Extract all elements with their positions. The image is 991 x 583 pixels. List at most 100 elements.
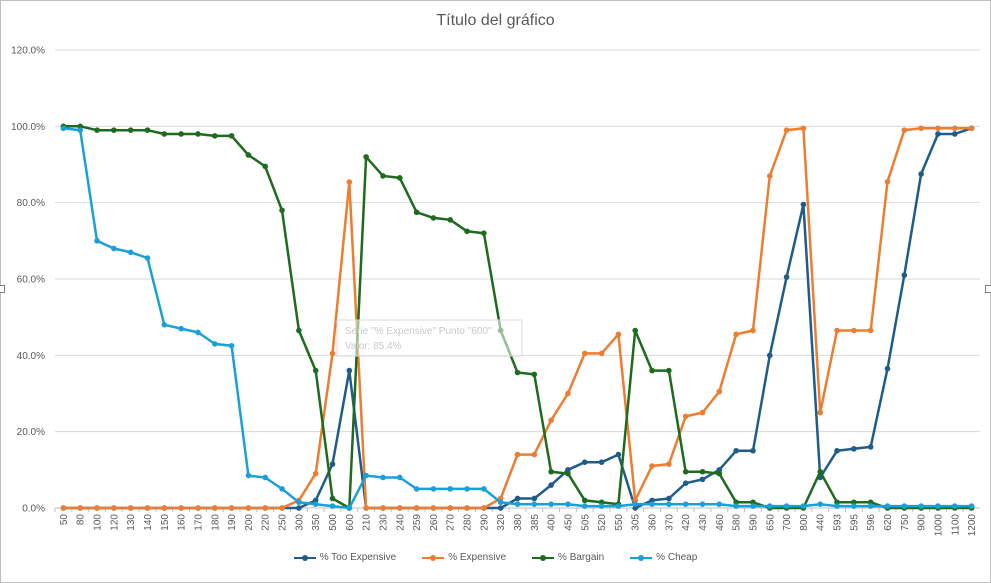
data-point (901, 127, 908, 133)
x-tick-label: 460 (715, 514, 726, 531)
data-point (514, 501, 521, 507)
x-tick-label: 1200 (967, 514, 978, 537)
data-point (867, 327, 874, 334)
data-point (531, 371, 538, 378)
data-point (111, 245, 117, 252)
data-point (178, 325, 184, 332)
data-point (481, 230, 487, 236)
data-point (346, 367, 353, 374)
x-tick-label: 600 (345, 514, 356, 531)
data-point (884, 365, 891, 372)
x-tick-label: 350 (311, 514, 322, 531)
data-point (329, 495, 336, 502)
data-point (279, 207, 285, 214)
data-point (346, 505, 353, 511)
tooltip-box (336, 319, 523, 357)
x-tick-label: 305 (631, 514, 642, 531)
chart-title[interactable]: Título del gráfico (436, 12, 555, 29)
data-point (127, 127, 134, 133)
data-point (649, 501, 655, 507)
data-point (312, 367, 319, 374)
legend-label: % Too Expensive (319, 552, 397, 563)
data-point (211, 505, 218, 511)
data-point (262, 163, 269, 170)
legend-item[interactable]: % Bargain (532, 552, 604, 563)
data-point (245, 472, 252, 479)
data-point (195, 329, 201, 336)
data-point (766, 352, 773, 359)
data-point (548, 468, 554, 475)
x-tick-label: 370 (664, 514, 675, 531)
data-point (565, 501, 571, 507)
legend-label: % Expensive (448, 552, 507, 563)
data-point (632, 501, 639, 507)
x-tick-label: 280 (463, 514, 474, 531)
x-tick-label: 150 (160, 514, 171, 531)
legend[interactable]: % Too Expensive % Expensive % Bargain % Che… (0, 552, 991, 563)
legend-label: % Bargain (558, 552, 605, 563)
data-point (598, 459, 605, 466)
data-point (363, 154, 369, 160)
legend-item[interactable]: % Expensive (422, 552, 506, 563)
data-point (581, 459, 588, 466)
data-point (783, 127, 790, 133)
data-point (834, 503, 840, 509)
data-point (380, 505, 386, 511)
legend-item[interactable]: % Too Expensive (293, 552, 397, 563)
data-point (666, 367, 672, 374)
legend-item[interactable]: % Cheap (630, 552, 697, 563)
data-point (413, 209, 420, 216)
data-point (94, 238, 100, 244)
y-tick-label: 100.0% (11, 122, 45, 133)
tooltip-value-text: Valor: 85.4% (345, 341, 402, 352)
x-tick-label: 100 (93, 514, 104, 531)
x-tick-label: 259 (412, 514, 423, 531)
data-point (363, 505, 369, 511)
legend-swatch (532, 554, 555, 561)
y-tick-label: 0.0% (22, 504, 45, 515)
data-point (935, 131, 941, 137)
x-tick-label: 140 (143, 514, 154, 531)
data-point (228, 342, 235, 349)
data-point (497, 505, 504, 511)
legend-swatch (293, 554, 316, 561)
data-point (901, 272, 908, 278)
data-point (396, 505, 403, 511)
data-point (161, 322, 168, 328)
y-tick-label: 120.0% (11, 46, 45, 57)
data-point (918, 125, 924, 132)
legend-label: % Cheap (656, 552, 698, 563)
data-point (228, 133, 235, 139)
data-point (615, 451, 622, 458)
data-point (716, 470, 723, 477)
data-point (430, 486, 437, 492)
data-point (817, 501, 824, 507)
data-point (666, 461, 672, 467)
data-point (144, 127, 151, 133)
x-tick-label: 620 (883, 514, 894, 531)
data-point (94, 127, 100, 133)
data-point (935, 125, 941, 132)
data-point (514, 495, 521, 502)
data-point (699, 476, 706, 483)
data-point (598, 503, 605, 509)
data-point (111, 127, 117, 133)
data-point (228, 505, 235, 511)
x-tick-label: 190 (227, 514, 238, 531)
x-tick-label: 400 (547, 514, 558, 531)
resize-handle-right[interactable] (985, 285, 991, 293)
x-tick-label: 595 (849, 514, 860, 531)
data-point (649, 463, 655, 469)
data-point (800, 503, 807, 509)
data-point (800, 201, 807, 208)
resize-handle-left[interactable] (0, 285, 5, 293)
data-point (329, 350, 336, 357)
data-point (834, 327, 840, 334)
data-point (699, 409, 706, 416)
data-point (296, 505, 302, 511)
data-point (884, 503, 891, 509)
data-point (666, 501, 672, 507)
data-point (245, 505, 252, 511)
data-point (161, 505, 168, 511)
